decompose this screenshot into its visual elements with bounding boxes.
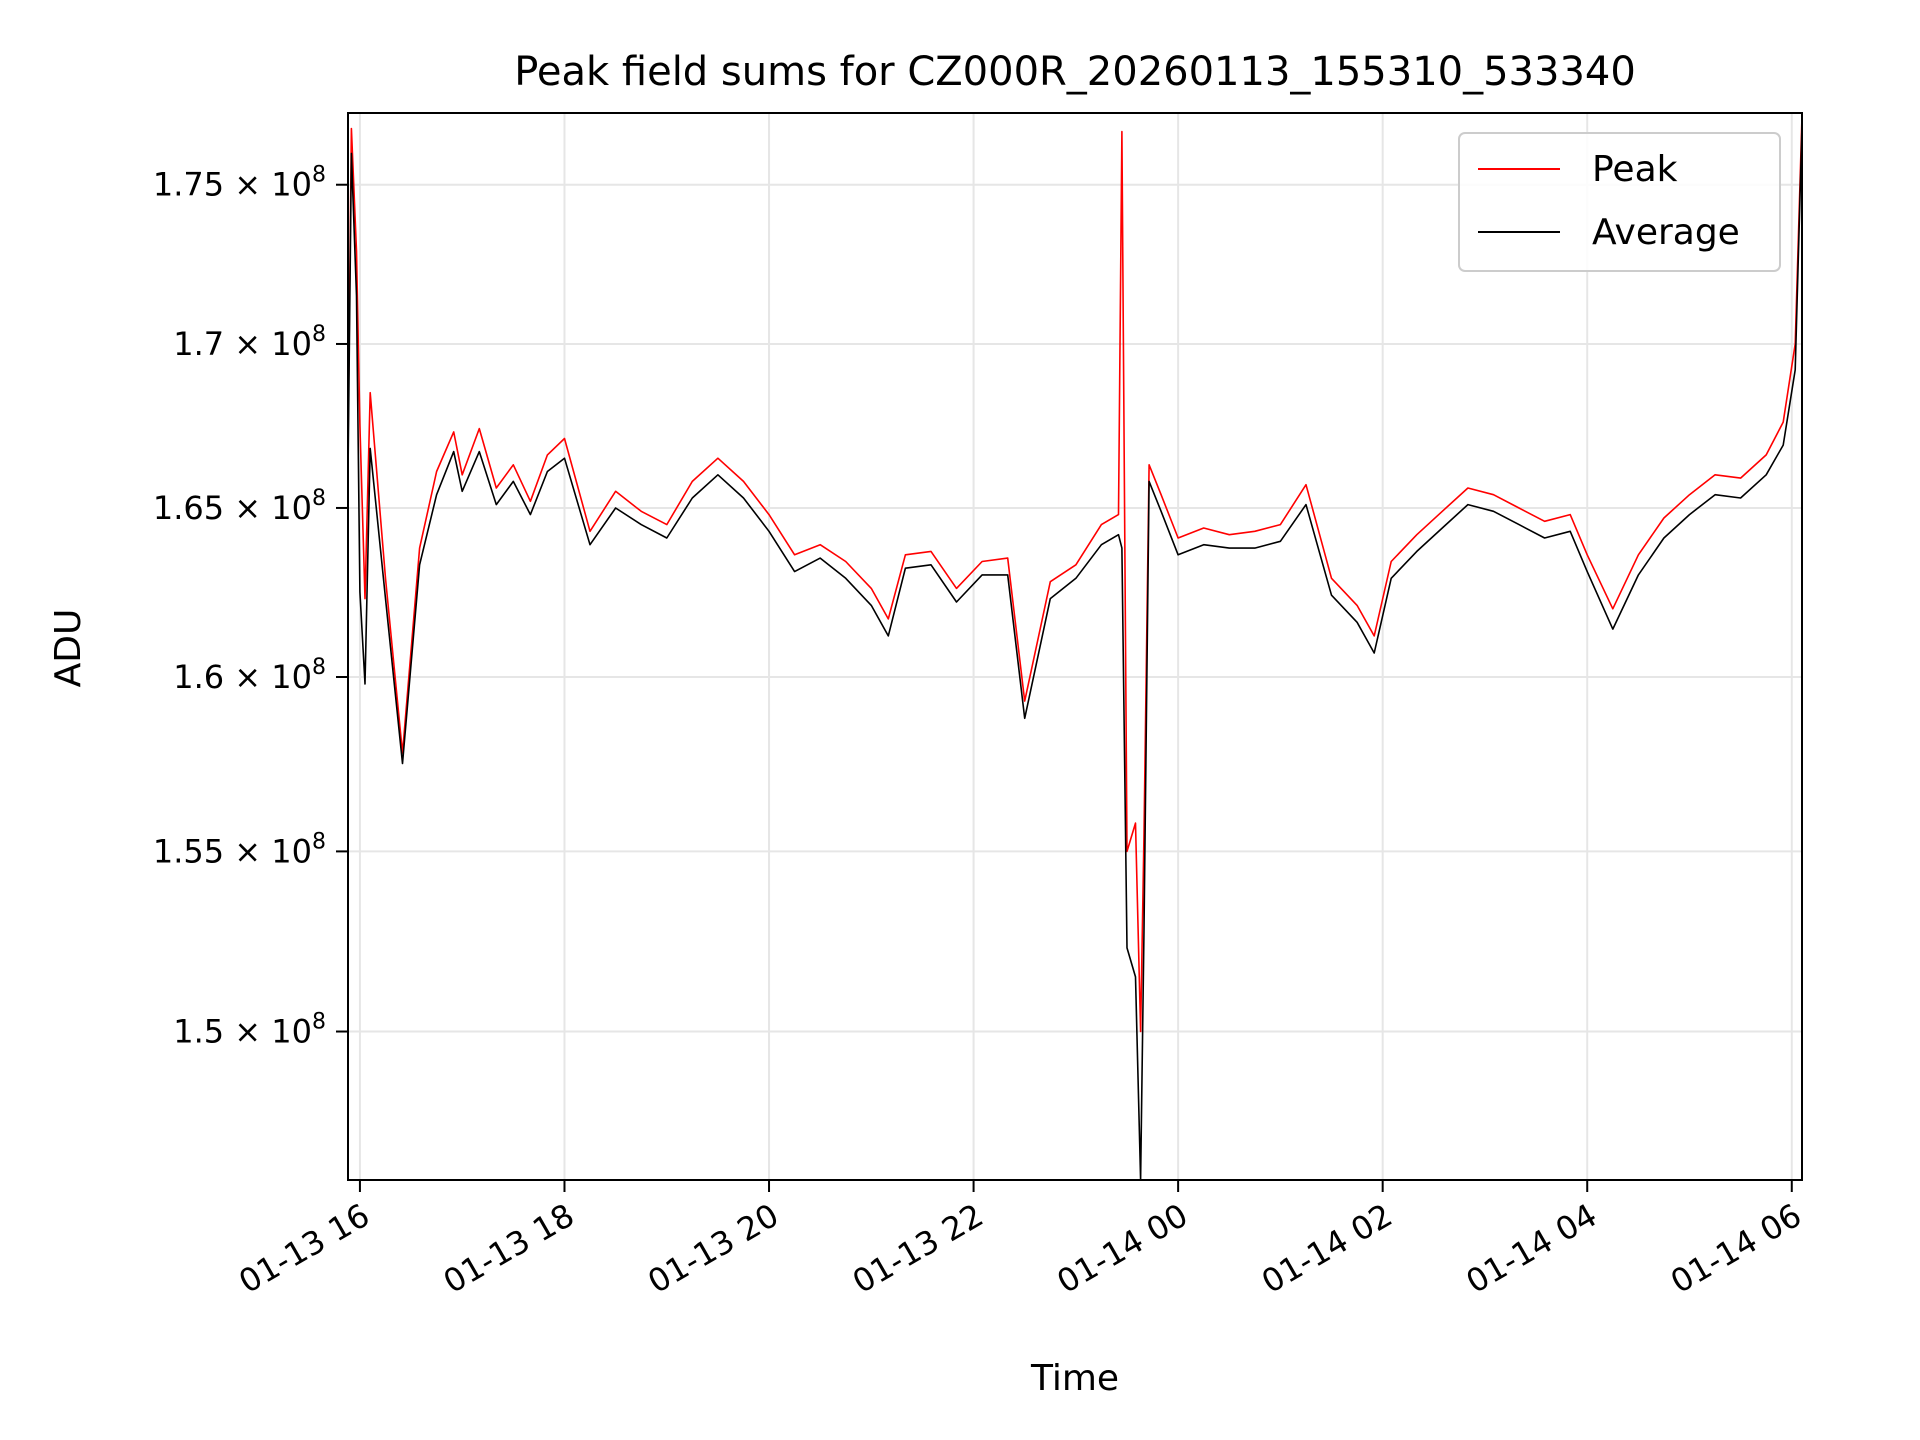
legend-label-peak: Peak [1592, 149, 1678, 190]
chart-title: Peak field sums for CZ000R_20260113_1553… [514, 49, 1636, 95]
y-axis-label: ADU [48, 609, 89, 688]
y-tick-mantissa: 1.7 [173, 325, 224, 363]
x-axis: 01-13 16 01-13 18 01-13 20 01-13 22 01-14 00… [232, 1180, 1808, 1301]
legend-label-average: Average [1592, 212, 1740, 253]
x-tick-label: 01-13 18 [437, 1196, 581, 1301]
legend-box [1458, 132, 1781, 272]
x-tick-label: 01-14 00 [1051, 1196, 1195, 1301]
y-tick-exponent: 8 [312, 486, 326, 511]
x-axis-label: Time [1030, 1358, 1119, 1399]
grid-lines [348, 113, 1802, 1180]
y-tick-label: 1.75 × 108 [153, 163, 326, 204]
series-layer [347, 116, 1803, 1181]
y-tick-mantissa: 1.75 [153, 166, 224, 204]
y-tick-mantissa: 1.5 [173, 1013, 224, 1051]
x-tick-label: 01-14 04 [1460, 1196, 1604, 1301]
plot-area-frame [347, 112, 1803, 1181]
x-tick-label: 01-13 22 [846, 1196, 990, 1301]
y-tick-mantissa: 1.55 [153, 832, 224, 870]
y-tick-label: 1.5 × 108 [173, 1010, 326, 1051]
y-tick-label: 1.6 × 108 [173, 655, 326, 696]
y-tick-label: 1.55 × 108 [153, 829, 326, 870]
y-tick-label: 1.65 × 108 [153, 486, 326, 527]
y-tick-exponent: 8 [312, 322, 326, 347]
y-tick-mantissa: 1.65 [153, 489, 224, 527]
series-line-average [347, 125, 1803, 1181]
y-tick-exponent: 8 [312, 1010, 326, 1035]
y-tick-exponent: 8 [312, 829, 326, 854]
legend: Peak Average [1458, 132, 1781, 272]
x-tick-label: 01-14 02 [1255, 1196, 1399, 1301]
x-tick-label: 01-13 16 [232, 1196, 376, 1301]
x-tick-label: 01-14 06 [1664, 1196, 1808, 1301]
y-tick-exponent: 8 [312, 163, 326, 188]
y-tick-exponent: 8 [312, 655, 326, 680]
y-tick-label: 1.7 × 108 [173, 322, 326, 363]
y-tick-mantissa: 1.6 [173, 658, 224, 696]
series-line-peak [347, 116, 1803, 1033]
x-tick-label: 01-13 20 [641, 1196, 785, 1301]
